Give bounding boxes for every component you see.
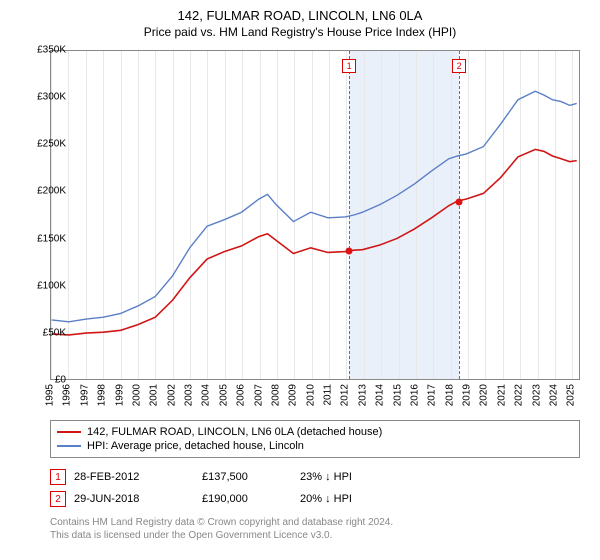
transaction-date: 28-FEB-2012: [74, 471, 194, 483]
plot-area: 12: [50, 50, 580, 380]
legend-item: HPI: Average price, detached house, Linc…: [57, 439, 573, 453]
footer-attribution: Contains HM Land Registry data © Crown c…: [50, 516, 580, 542]
x-tick-label: 2022: [514, 384, 525, 406]
y-tick-label: £150K: [18, 233, 66, 244]
marker-vline: [459, 51, 460, 379]
series-hpi: [52, 91, 577, 322]
transaction-diff: 23% ↓ HPI: [300, 471, 410, 483]
transaction-badge: 1: [50, 469, 66, 485]
x-tick-label: 2018: [444, 384, 455, 406]
y-tick-label: £50K: [18, 327, 66, 338]
transaction-diff: 20% ↓ HPI: [300, 493, 410, 505]
x-tick-label: 2020: [479, 384, 490, 406]
legend-label: HPI: Average price, detached house, Linc…: [87, 440, 304, 452]
sale-dot: [346, 248, 353, 255]
chart-title: 142, FULMAR ROAD, LINCOLN, LN6 0LA: [0, 0, 600, 23]
x-tick-label: 2009: [288, 384, 299, 406]
transaction-badge: 2: [50, 491, 66, 507]
legend-swatch: [57, 431, 81, 433]
x-tick-label: 2016: [409, 384, 420, 406]
x-tick-label: 1998: [97, 384, 108, 406]
marker-badge-1: 1: [342, 59, 356, 73]
series-property: [52, 149, 577, 335]
x-tick-label: 2010: [305, 384, 316, 406]
legend: 142, FULMAR ROAD, LINCOLN, LN6 0LA (deta…: [50, 420, 580, 458]
x-tick-label: 2023: [531, 384, 542, 406]
chart-container: 142, FULMAR ROAD, LINCOLN, LN6 0LA Price…: [0, 0, 600, 560]
chart-subtitle: Price paid vs. HM Land Registry's House …: [0, 23, 600, 43]
chart-svg: [51, 51, 579, 379]
y-tick-label: £100K: [18, 280, 66, 291]
y-tick-label: £200K: [18, 186, 66, 197]
x-tick-label: 1995: [45, 384, 56, 406]
legend-label: 142, FULMAR ROAD, LINCOLN, LN6 0LA (deta…: [87, 426, 382, 438]
transaction-price: £137,500: [202, 471, 292, 483]
transaction-row: 1 28-FEB-2012 £137,500 23% ↓ HPI: [50, 466, 580, 488]
x-tick-label: 2005: [218, 384, 229, 406]
x-tick-label: 2008: [270, 384, 281, 406]
footer-line-1: Contains HM Land Registry data © Crown c…: [50, 516, 580, 529]
marker-badge-2: 2: [452, 59, 466, 73]
x-tick-label: 2015: [392, 384, 403, 406]
y-tick-label: £250K: [18, 139, 66, 150]
marker-vline: [349, 51, 350, 379]
x-tick-label: 1997: [79, 384, 90, 406]
x-tick-label: 1996: [62, 384, 73, 406]
x-tick-label: 2017: [427, 384, 438, 406]
transaction-date: 29-JUN-2018: [74, 493, 194, 505]
x-tick-label: 2014: [375, 384, 386, 406]
x-tick-label: 1999: [114, 384, 125, 406]
legend-swatch: [57, 445, 81, 447]
x-tick-label: 2013: [357, 384, 368, 406]
x-tick-label: 2007: [253, 384, 264, 406]
x-tick-label: 2024: [548, 384, 559, 406]
footer-line-2: This data is licensed under the Open Gov…: [50, 529, 580, 542]
y-tick-label: £0: [18, 375, 66, 386]
x-tick-label: 2000: [131, 384, 142, 406]
x-tick-label: 2011: [323, 384, 334, 406]
legend-item: 142, FULMAR ROAD, LINCOLN, LN6 0LA (deta…: [57, 425, 573, 439]
x-tick-label: 2012: [340, 384, 351, 406]
y-tick-label: £300K: [18, 92, 66, 103]
transactions-table: 1 28-FEB-2012 £137,500 23% ↓ HPI 2 29-JUN-201…: [50, 466, 580, 510]
x-tick-label: 2004: [201, 384, 212, 406]
sale-dot: [456, 198, 463, 205]
transaction-row: 2 29-JUN-2018 £190,000 20% ↓ HPI: [50, 488, 580, 510]
x-tick-label: 2019: [462, 384, 473, 406]
x-tick-label: 2021: [496, 384, 507, 406]
x-tick-label: 2003: [184, 384, 195, 406]
x-tick-label: 2006: [236, 384, 247, 406]
y-tick-label: £350K: [18, 45, 66, 56]
x-tick-label: 2025: [566, 384, 577, 406]
transaction-price: £190,000: [202, 493, 292, 505]
x-tick-label: 2001: [149, 384, 160, 406]
x-tick-label: 2002: [166, 384, 177, 406]
